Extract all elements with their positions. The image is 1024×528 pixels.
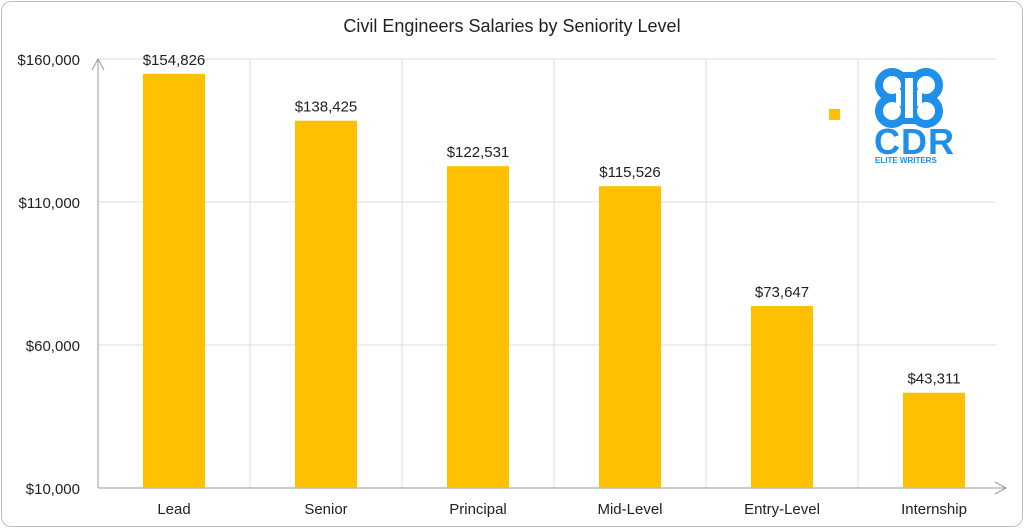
cdr-logo-text: CDR <box>874 121 955 162</box>
cdr-logo: CDR ELITE WRITERS <box>874 68 955 165</box>
bar-value-label: $43,311 <box>907 371 960 388</box>
x-tick-label: Mid-Level <box>597 501 662 518</box>
legend-swatch <box>829 109 840 120</box>
bar-value-label: $73,647 <box>755 284 809 301</box>
bar <box>447 166 509 488</box>
x-tick-label: Senior <box>304 501 347 518</box>
bars <box>143 73 965 489</box>
x-tick-label: Lead <box>157 501 190 518</box>
y-tick-label: $10,000 <box>26 481 80 498</box>
y-tick-labels: $10,000 $60,000 $110,000 $160,000 <box>17 52 80 498</box>
gridlines <box>98 58 996 488</box>
x-tick-labels: Lead Senior Principal Mid-Level Entry-Level I… <box>157 501 967 518</box>
bar <box>903 392 965 488</box>
x-tick-label: Entry-Level <box>744 501 820 518</box>
cdr-logo-symbol-icon <box>875 68 943 128</box>
bar <box>751 305 813 488</box>
axes <box>91 57 1008 495</box>
y-tick-label: $60,000 <box>26 338 80 355</box>
cdr-logo-subtitle: ELITE WRITERS <box>875 156 937 165</box>
y-tick-label: $110,000 <box>19 195 80 212</box>
bar <box>599 186 661 489</box>
x-axis-arrow <box>994 481 1008 495</box>
bar-value-label: $115,526 <box>599 164 660 181</box>
value-labels: $154,826 $138,425 $122,531 $115,526 $73,647 $… <box>143 52 961 388</box>
bar-value-label: $122,531 <box>447 144 510 161</box>
bar <box>295 120 357 488</box>
x-tick-label: Internship <box>901 501 967 518</box>
y-tick-label: $160,000 <box>17 52 80 69</box>
bar <box>143 73 205 488</box>
x-tick-label: Principal <box>449 501 507 518</box>
bar-value-label: $154,826 <box>143 52 206 69</box>
y-axis-arrow <box>91 57 105 71</box>
chart-title: Civil Engineers Salaries by Seniority Le… <box>343 16 680 36</box>
bar-value-label: $138,425 <box>295 99 358 116</box>
